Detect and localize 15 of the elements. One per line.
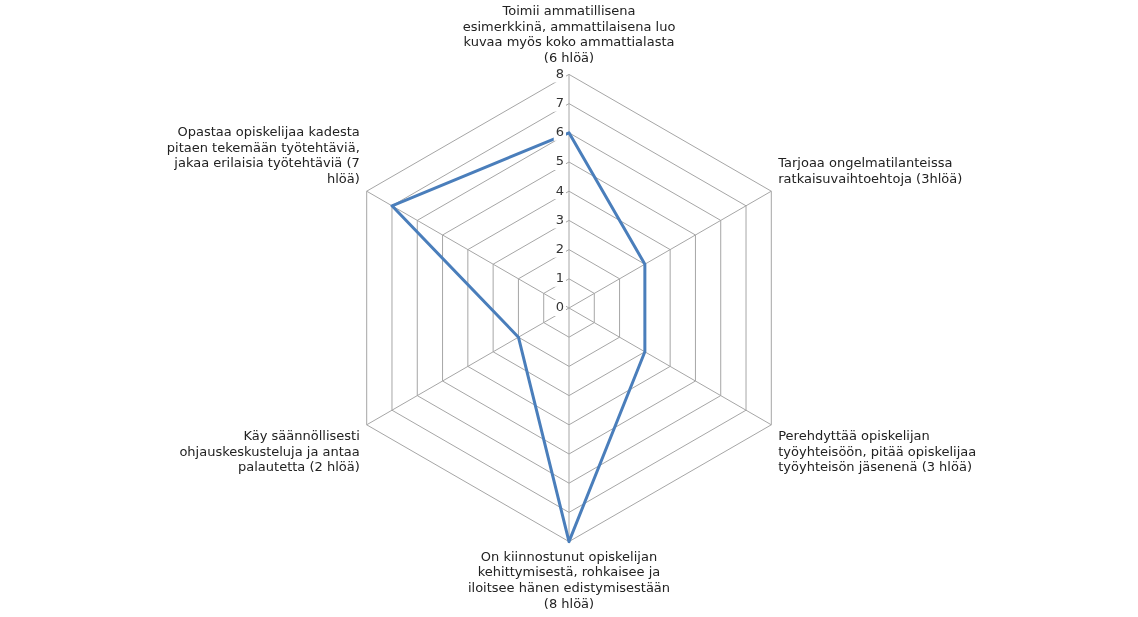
spoke-label: Käy säännöllisesti ohjauskeskusteluja ja antaa palautetta (2 hlöä) — [179, 427, 360, 475]
y-tick-label: 4 — [555, 182, 564, 198]
spoke-label: Toimii ammatillisena esimerkkinä, ammattilaisena luo kuvaa myös koko ammattialasta (6 hlöä) — [462, 3, 676, 65]
y-tick-label: 0 — [555, 299, 564, 315]
y-tick-label: 2 — [555, 240, 564, 256]
y-tick-label: 1 — [555, 270, 564, 286]
y-tick-label: 3 — [555, 211, 564, 227]
y-tick-label: 7 — [555, 94, 564, 110]
y-tick-label: 6 — [555, 124, 564, 140]
spoke-label: On kiinnostunut opiskelijan kehittymisestä, rohkaisee ja iloitsee hänen edistymisestään (8 hlöä) — [467, 548, 671, 611]
y-tick-label: 5 — [555, 153, 564, 169]
y-tick-label: 8 — [555, 65, 564, 81]
spoke-label: Perehdyttää opiskelijan työyhteisöön, pitää opiskelijaa työyhteisön jäsenenä (3 hlöä) — [778, 427, 977, 475]
spoke-label: Opastaa opiskelijaa kadesta pitaen tekemään työtehtäviä, jakaa erilaisia työtehtäviä (7 hlöä) — [166, 123, 360, 186]
spoke-label: Tarjoaa ongelmatilanteissa ratkaisuvaihtoehtoja (3hlöä) — [777, 155, 963, 186]
